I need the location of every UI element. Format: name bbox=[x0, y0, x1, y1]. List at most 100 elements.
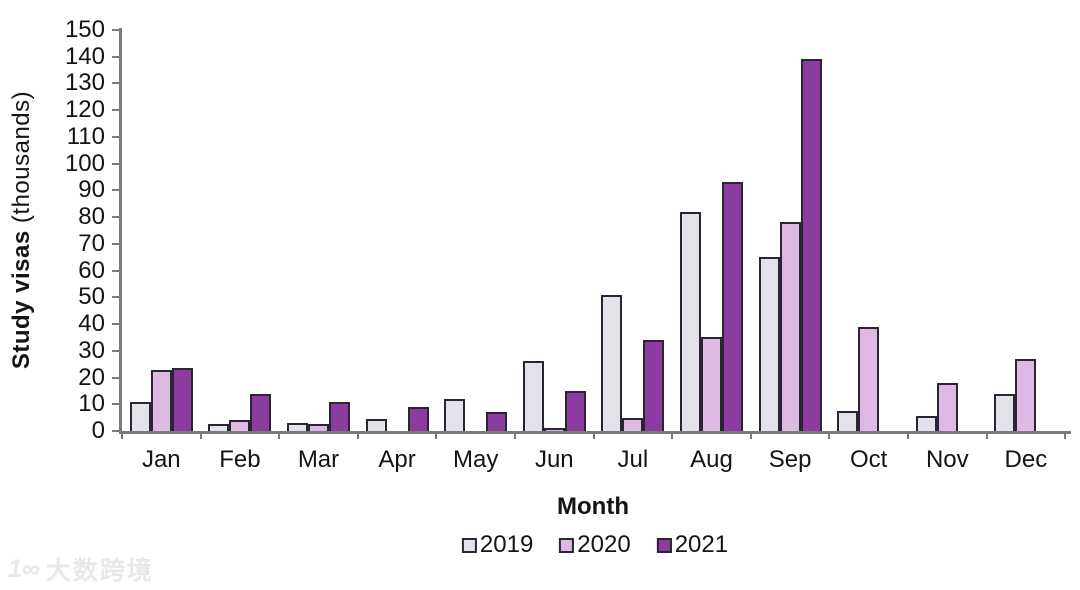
bar-2019-apr bbox=[365, 418, 387, 431]
y-tick bbox=[112, 189, 119, 192]
legend-swatch-icon bbox=[461, 537, 477, 553]
y-tick bbox=[112, 376, 119, 379]
bar-2020-oct bbox=[858, 326, 880, 431]
month-label: Oct bbox=[850, 446, 888, 473]
bar-2019-aug bbox=[680, 211, 701, 431]
legend-label: 2020 bbox=[577, 531, 631, 558]
y-tick-label: 50 bbox=[78, 283, 105, 311]
y-tick bbox=[112, 109, 119, 112]
bar-2021-jan bbox=[171, 368, 193, 431]
bar-2020-sep bbox=[779, 222, 801, 431]
y-tick bbox=[112, 403, 119, 406]
bar-2021-sep bbox=[800, 59, 822, 431]
y-tick-label: 100 bbox=[64, 149, 105, 177]
bar-2019-oct bbox=[837, 410, 859, 431]
y-tick-label: 20 bbox=[78, 363, 105, 391]
x-tick bbox=[985, 431, 988, 439]
bar-2019-dec bbox=[994, 393, 1016, 431]
y-tick-label: 60 bbox=[78, 256, 105, 284]
y-tick-label: 130 bbox=[64, 69, 105, 97]
x-tick bbox=[199, 431, 202, 439]
y-tick-label: 90 bbox=[78, 176, 105, 204]
y-tick bbox=[112, 296, 119, 299]
y-tick-label: 80 bbox=[78, 203, 105, 231]
bar-2020-jan bbox=[150, 369, 172, 431]
x-tick bbox=[828, 431, 831, 439]
watermark: 1∞ 大数跨境 bbox=[8, 551, 154, 587]
y-tick-label: 110 bbox=[66, 122, 105, 150]
y-tick bbox=[112, 82, 119, 85]
bar-2019-feb bbox=[208, 424, 230, 431]
month-label: Jun bbox=[534, 446, 574, 473]
y-tick bbox=[112, 242, 119, 245]
y-tick-label: 10 bbox=[78, 390, 105, 418]
x-tick bbox=[435, 431, 438, 439]
watermark-text: 大数跨境 bbox=[45, 557, 154, 585]
y-tick bbox=[112, 269, 119, 272]
bar-2021-mar bbox=[329, 401, 350, 431]
y-tick-label: 70 bbox=[78, 229, 105, 257]
y-tick-label: 40 bbox=[78, 310, 105, 338]
bar-2020-mar bbox=[308, 424, 329, 431]
legend-label: 2021 bbox=[674, 531, 729, 558]
month-label: Sep bbox=[768, 446, 812, 473]
bar-2021-may bbox=[486, 412, 508, 431]
y-tick bbox=[112, 323, 119, 326]
x-tick bbox=[514, 431, 516, 439]
x-tick bbox=[907, 431, 909, 439]
x-tick bbox=[1064, 431, 1067, 439]
bar-2020-nov bbox=[936, 382, 958, 431]
x-tick bbox=[749, 431, 752, 439]
legend: 2019 2020 2021 bbox=[449, 531, 741, 559]
x-axis-line bbox=[119, 431, 1072, 434]
month-label: Mar bbox=[297, 446, 340, 473]
month-label: Dec bbox=[1004, 446, 1048, 473]
bar-2019-jul bbox=[601, 294, 623, 431]
bar-2020-dec bbox=[1015, 358, 1037, 431]
legend-item-2020: 2020 bbox=[559, 531, 631, 559]
x-tick bbox=[671, 431, 674, 439]
y-tick bbox=[112, 216, 119, 219]
bar-2019-may bbox=[444, 398, 466, 431]
y-tick-label: 120 bbox=[64, 96, 105, 124]
bar-2020-feb bbox=[229, 420, 251, 431]
month-label: Jan bbox=[141, 446, 181, 473]
bar-2021-feb bbox=[250, 393, 272, 431]
month-label: Aug bbox=[690, 446, 733, 473]
y-tick-label: 150 bbox=[64, 16, 105, 43]
x-tick bbox=[356, 431, 359, 439]
y-tick-label: 140 bbox=[64, 42, 105, 70]
y-tick-label: 0 bbox=[91, 417, 105, 444]
legend-swatch-icon bbox=[559, 537, 575, 553]
bar-2019-nov bbox=[915, 416, 937, 431]
y-tick bbox=[112, 349, 119, 352]
x-tick bbox=[592, 431, 595, 439]
x-tick bbox=[278, 431, 281, 439]
month-label: Apr bbox=[378, 446, 416, 473]
y-tick bbox=[112, 55, 119, 58]
bar-2019-jan bbox=[129, 401, 151, 431]
y-tick bbox=[112, 162, 119, 165]
bar-2021-jul bbox=[643, 340, 665, 431]
y-axis-line bbox=[119, 28, 122, 433]
bar-2019-jun bbox=[522, 361, 544, 431]
bar-2019-mar bbox=[287, 422, 308, 431]
x-tick bbox=[121, 431, 123, 439]
month-label: Nov bbox=[925, 446, 969, 473]
legend-swatch-icon bbox=[656, 537, 672, 553]
x-axis-title: Month bbox=[557, 493, 629, 520]
month-label: May bbox=[453, 446, 499, 473]
y-tick bbox=[112, 430, 119, 432]
y-tick-label: 30 bbox=[78, 336, 105, 364]
bar-2020-jun bbox=[543, 428, 565, 431]
month-label: Jul bbox=[617, 446, 649, 473]
watermark-logo-icon: 1∞ bbox=[8, 554, 40, 583]
bar-2020-jul bbox=[622, 417, 644, 431]
y-tick bbox=[112, 29, 119, 31]
bar-2021-aug bbox=[722, 182, 743, 431]
bar-2021-jun bbox=[564, 390, 586, 431]
y-tick bbox=[112, 135, 119, 138]
bar-2020-aug bbox=[701, 337, 722, 431]
bar-2021-apr bbox=[407, 406, 429, 431]
